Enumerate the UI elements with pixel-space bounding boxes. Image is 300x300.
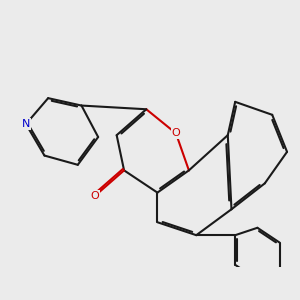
Text: O: O: [90, 191, 99, 201]
Text: N: N: [22, 119, 30, 129]
Text: O: O: [172, 128, 180, 138]
